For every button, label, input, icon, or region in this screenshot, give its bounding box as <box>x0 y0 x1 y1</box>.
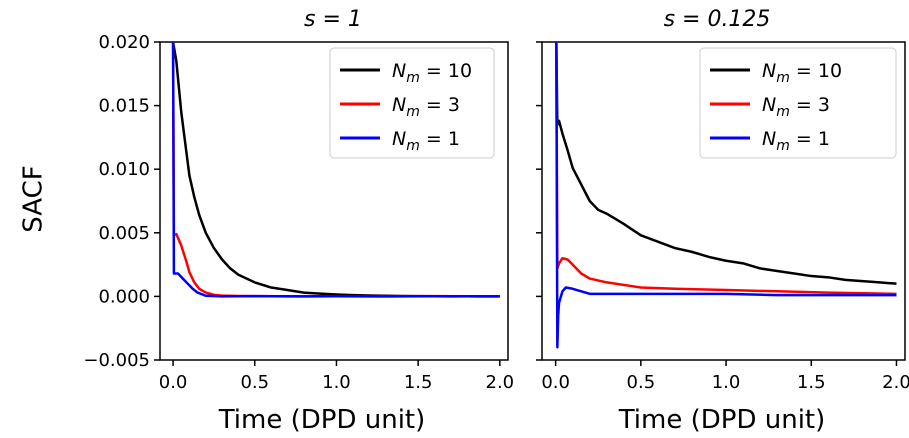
chart-marks <box>171 42 500 298</box>
x-tick-label: 0.5 <box>627 372 656 393</box>
x-tick-label: 0.5 <box>240 372 269 393</box>
plot-panel-s0125: s = 0.125 0.0 0.5 1.0 1.5 2.0 Time (DPD unit… <box>536 7 909 435</box>
x-tick-label: 0.0 <box>541 372 570 393</box>
y-tick-label: 0.015 <box>98 96 150 117</box>
legend-frame <box>329 47 495 159</box>
x-tick-label: 1.5 <box>797 372 826 393</box>
x-tick-label: 0.0 <box>159 372 188 393</box>
y-tick-label: 0.000 <box>98 286 150 307</box>
legend-label: Nm = 1 <box>762 128 830 154</box>
series-line-3 <box>555 42 897 349</box>
x-tick-label: 1.0 <box>322 372 351 393</box>
legend: Nm = 10 Nm = 3 Nm = 1 <box>699 47 897 159</box>
y-tick-label: 0.010 <box>98 159 150 180</box>
plot-area <box>159 41 509 361</box>
x-tick-label: 1.0 <box>712 372 741 393</box>
legend-label: Nm = 10 <box>762 60 842 86</box>
panel-title: s = 0.125 <box>664 7 771 32</box>
x-axis-label: Time (DPD unit) <box>618 405 826 435</box>
y-tick-label: −0.005 <box>83 350 150 371</box>
legend-label: Nm = 3 <box>392 94 460 120</box>
axis-ticks: 0.0 0.5 1.0 1.5 2.0 −0.005 0.000 0.005 0.010 0.01… <box>83 32 514 393</box>
y-tick-label: 0.020 <box>98 32 150 53</box>
chart-marks <box>555 42 897 349</box>
legend: Nm = 10 Nm = 3 Nm = 1 <box>329 47 495 159</box>
series-line-2 <box>555 42 897 296</box>
legend-label: Nm = 10 <box>392 60 472 86</box>
x-tick-label: 2.0 <box>486 372 515 393</box>
y-axis-label: SACF <box>19 165 49 232</box>
x-axis-label: Time (DPD unit) <box>218 405 426 435</box>
series-line-1 <box>555 42 897 285</box>
y-tick-label: 0.005 <box>98 223 150 244</box>
series-line-3 <box>171 42 500 298</box>
x-tick-label: 2.0 <box>882 372 909 393</box>
legend-label: Nm = 3 <box>762 94 830 120</box>
legend-label: Nm = 1 <box>392 128 460 154</box>
panel-title: s = 1 <box>304 7 362 32</box>
plot-area <box>541 41 906 361</box>
x-tick-label: 1.5 <box>404 372 433 393</box>
legend-frame <box>699 47 897 159</box>
plot-panel-s1: s = 1 0.0 0.5 1.0 1.5 2.0−0.0050.0000.0050.0… <box>83 7 514 435</box>
axis-ticks: 0.0 0.5 1.0 1.5 2.0 <box>536 41 909 393</box>
